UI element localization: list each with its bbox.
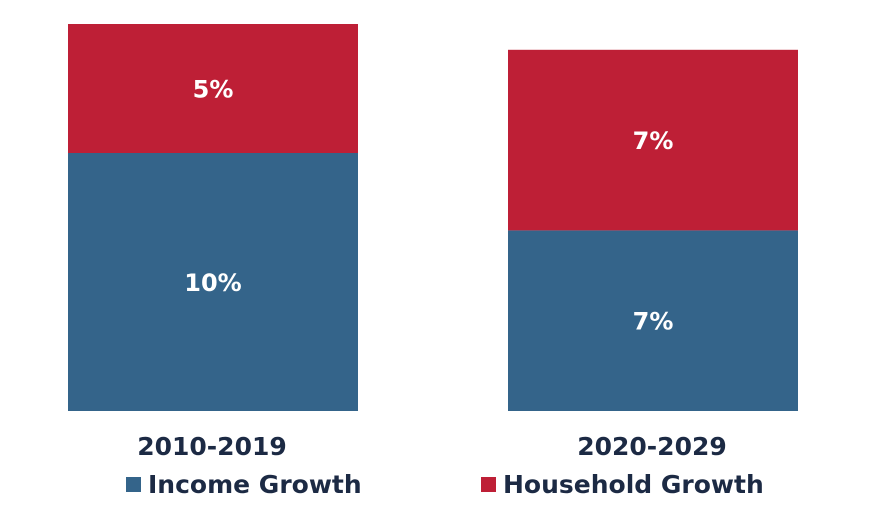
legend-swatch-household: [481, 476, 496, 492]
data-label-household-2020-2029: 7%: [633, 127, 674, 155]
chart-legend: Income Growth Household Growth: [0, 464, 875, 504]
legend-item-income: Income Growth: [126, 464, 362, 504]
bar-household-2010-2019: [68, 24, 358, 153]
bar-income-2020-2029: [508, 230, 798, 411]
category-label-2010-2019: 2010-2019: [137, 432, 287, 461]
legend-swatch-income: [126, 476, 141, 492]
data-label-income-2020-2029: 7%: [633, 308, 674, 336]
legend-label-income: Income Growth: [148, 469, 362, 499]
data-label-household-2010-2019: 5%: [193, 76, 234, 104]
category-label-2020-2029: 2020-2029: [577, 432, 727, 461]
bar-income-2010-2019: [68, 153, 358, 411]
bar-household-2020-2029: [508, 49, 798, 231]
data-label-income-2010-2019: 10%: [184, 269, 241, 297]
legend-item-household: Household Growth: [481, 464, 764, 504]
legend-label-household: Household Growth: [503, 469, 764, 499]
